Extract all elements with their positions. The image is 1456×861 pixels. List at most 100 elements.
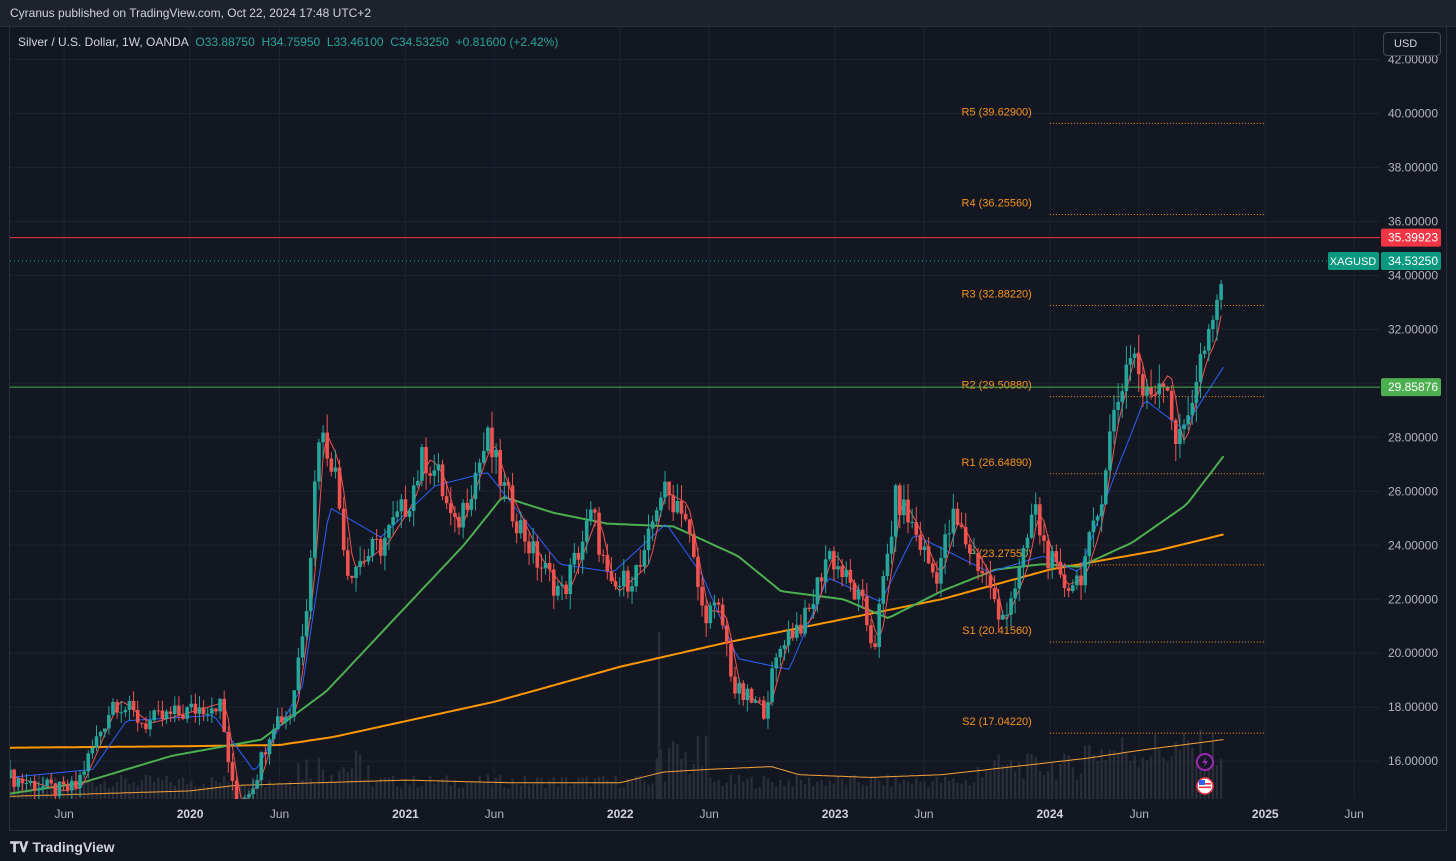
us-flag-icon[interactable] — [1196, 777, 1214, 795]
volume-bar — [1137, 766, 1140, 799]
volume-bar — [915, 778, 918, 799]
candle-body — [78, 774, 82, 789]
volume-bar — [441, 778, 444, 799]
volume-bar — [111, 786, 115, 799]
candle-body — [61, 781, 66, 785]
candle-body — [1046, 540, 1050, 569]
volume-bar — [214, 780, 218, 799]
candle-body — [222, 698, 227, 732]
candle-body — [69, 780, 74, 791]
candle-body — [444, 496, 449, 504]
candle-body — [494, 449, 498, 458]
volume-bar — [486, 774, 490, 799]
volume-bar — [1001, 765, 1004, 799]
lightning-icon[interactable] — [1196, 753, 1214, 771]
candle-body — [836, 566, 840, 570]
volume-bar — [1211, 734, 1215, 799]
candle-body — [374, 538, 379, 540]
volume-bar — [523, 775, 527, 799]
volume-bar — [391, 775, 395, 799]
candle-body — [168, 711, 173, 714]
volume-bar — [1178, 749, 1182, 799]
candle-body — [935, 572, 939, 584]
volume-bar — [754, 788, 757, 799]
volume-bar — [593, 778, 597, 799]
candle-body — [1141, 374, 1145, 396]
candle-body — [621, 570, 626, 587]
pivot-label: S1 (20.41560) — [962, 625, 1032, 637]
volume-bar — [976, 766, 980, 799]
candle-body — [185, 707, 189, 719]
x-tick-label: 2025 — [1252, 807, 1279, 821]
candle-body — [317, 442, 321, 482]
volume-bar — [140, 780, 144, 799]
x-tick-label: Jun — [699, 807, 718, 821]
volume-bar — [358, 754, 362, 799]
volume-bar — [737, 775, 741, 799]
volume-bar — [367, 765, 370, 799]
volume-bar — [321, 769, 325, 799]
candle-body — [292, 690, 297, 717]
ma-long-line — [10, 533, 1224, 749]
volume-bar — [461, 787, 465, 799]
horizontal-lines — [10, 237, 1380, 388]
volume-bar — [663, 781, 667, 799]
volume-bar — [1104, 759, 1107, 799]
volume-bar — [198, 786, 201, 799]
brand-label: TradingView — [32, 839, 115, 855]
candle-body — [440, 464, 445, 497]
volume-bar — [1195, 758, 1198, 799]
volume-bar — [540, 777, 543, 799]
candle-body — [259, 752, 264, 781]
candle-body — [1190, 402, 1195, 416]
candle-body — [172, 705, 177, 714]
volume-bar — [746, 778, 749, 799]
candle-body — [362, 560, 367, 562]
candle-body — [119, 712, 124, 714]
candle-body — [922, 546, 927, 551]
candle-body — [144, 723, 148, 730]
volume-bar — [338, 771, 341, 799]
volume-bar — [696, 735, 700, 799]
candle-body — [906, 499, 910, 523]
candle-body — [860, 589, 865, 597]
candle-body — [613, 581, 618, 587]
candle-body — [181, 714, 185, 719]
candle-body — [436, 464, 441, 471]
volume-bar — [519, 785, 523, 799]
volume-bar — [499, 775, 502, 799]
volume-bar — [980, 777, 984, 799]
volume-bar — [898, 783, 901, 799]
candle-body — [156, 710, 161, 712]
volume-bar — [309, 778, 312, 799]
candle-body — [811, 604, 816, 610]
candle-body — [902, 499, 906, 516]
volume-bar — [313, 783, 317, 799]
candle-body — [712, 602, 717, 606]
y-tick-label: 36.00000 — [1388, 214, 1438, 228]
symbol-badge-label: XAGUSD — [1330, 256, 1377, 268]
candle-body — [630, 586, 634, 592]
chart-frame[interactable] — [9, 26, 1447, 831]
candle-body — [650, 521, 655, 529]
x-tick-label: Jun — [1344, 807, 1363, 821]
volume-bar — [1022, 778, 1025, 799]
volume-bar — [157, 777, 160, 799]
currency-button[interactable]: USD — [1383, 32, 1441, 56]
volume-bar — [371, 786, 374, 799]
candle-body — [247, 794, 251, 798]
candle-body — [535, 541, 540, 568]
y-tick-label: 24.00000 — [1388, 538, 1438, 552]
volume-bar — [630, 781, 634, 799]
volume-bar — [1046, 771, 1050, 799]
volume-bar — [775, 786, 778, 799]
pivot-levels: R5 (39.62900) R4 (36.25560) R3 (32.88220) R… — [962, 106, 1265, 734]
volume-bar — [601, 775, 605, 799]
x-tick-label: 2020 — [177, 807, 204, 821]
tradingview-logo[interactable]: 𝐓𝐕 TradingView — [10, 839, 115, 856]
volume-bar — [750, 777, 753, 799]
candle-body — [947, 533, 952, 535]
publish-line: Cyranus published on TradingView.com, Oc… — [10, 6, 371, 20]
volume-bar — [1182, 733, 1186, 799]
